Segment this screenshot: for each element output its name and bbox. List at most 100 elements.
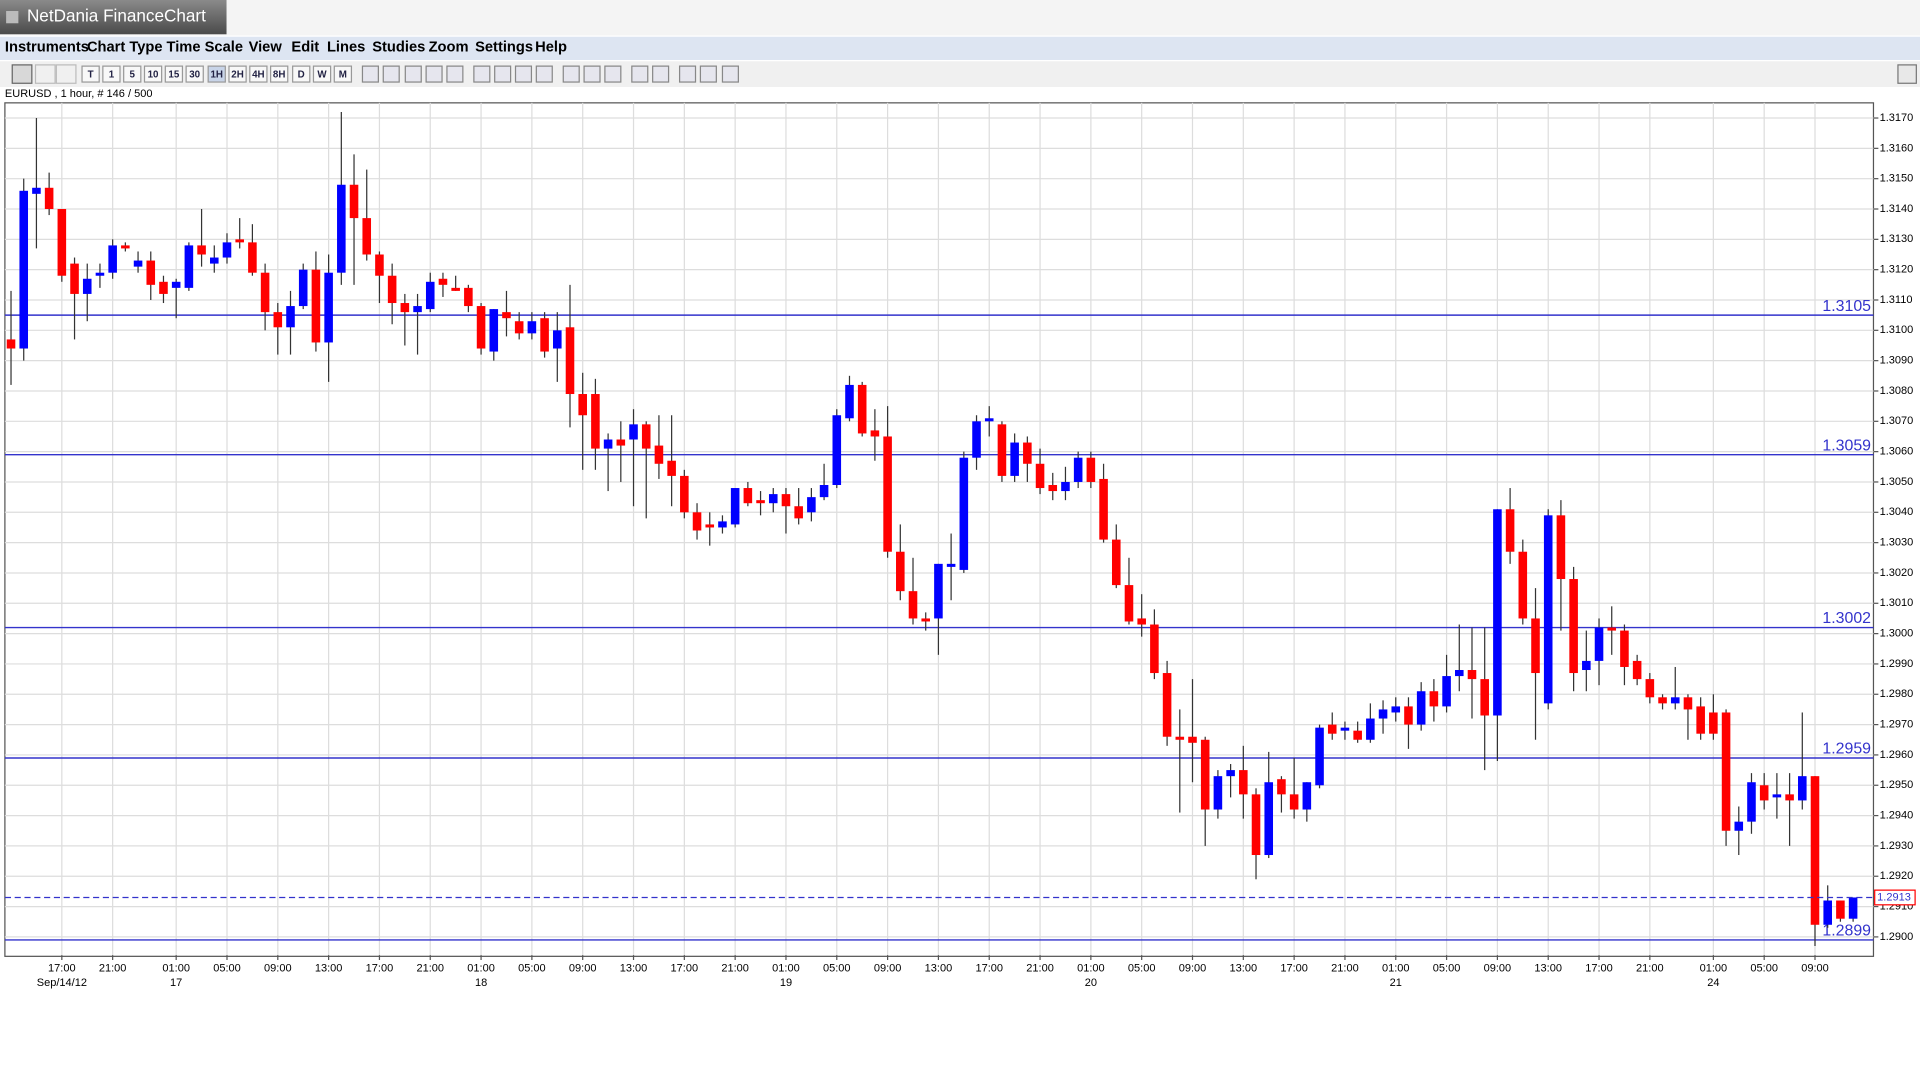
candle-body [32,187,41,194]
y-tick-label: 1.3150 [1880,173,1914,185]
y-tick-label: 1.3050 [1880,476,1914,488]
horizontal-line-label: 1.3059 [1822,437,1871,454]
candle-body [705,524,715,528]
tool-icon[interactable] [494,65,512,83]
candle-body [629,424,638,440]
timescale-button[interactable] [333,65,353,83]
tool-icon[interactable] [678,65,697,83]
candle-body [883,436,892,552]
tool-icon[interactable] [11,64,33,84]
timescale-button[interactable] [270,65,289,83]
candle-body [464,287,473,307]
timescale-label: T [88,69,94,80]
timescale-button[interactable] [292,65,311,83]
x-tick-label: 01:00 [467,962,495,974]
last-price-label: 1.2913 [1877,891,1911,903]
y-tick-label: 1.3160 [1880,142,1914,154]
timescale-button[interactable] [164,65,184,83]
timescale-button[interactable] [143,65,163,83]
tool-icon[interactable] [652,65,670,83]
menu-item[interactable]: Time Scale [167,40,243,56]
candle-body [108,245,117,273]
menu-item[interactable]: Lines [327,40,365,56]
tool-icon[interactable] [473,65,491,83]
candle-body [1239,770,1248,795]
x-tick-label: 17:00 [1585,962,1613,974]
candle-body [1277,779,1286,795]
candle-body [1594,627,1604,661]
menu-item[interactable]: Chart Type [87,40,163,56]
candle-body [1251,794,1261,856]
tool-icon[interactable] [699,65,717,83]
tool-icon[interactable] [404,65,422,83]
candle-body [870,430,880,437]
x-tick-label: 21:00 [99,962,127,974]
tool-icon[interactable] [631,65,649,83]
candle-body [616,439,626,446]
x-tick-label: 09:00 [1801,962,1829,974]
tool-icon[interactable] [446,65,464,83]
menu-item[interactable]: Edit [291,40,319,56]
y-tick-label: 1.3020 [1880,567,1914,579]
menu-item[interactable]: Instruments [5,40,89,56]
date-label: 18 [475,977,487,989]
y-tick-label: 1.2920 [1880,870,1914,882]
last-price-box [1874,889,1916,906]
timescale-button[interactable] [123,65,142,83]
x-tick-label: 09:00 [874,962,902,974]
candle-body [1327,724,1337,734]
tool-icon[interactable] [604,65,622,83]
menu-item[interactable]: Settings [475,40,533,56]
candle-body [743,488,753,504]
candle-body [896,551,905,592]
title-bar [0,0,1920,36]
tool-icon[interactable] [583,65,601,83]
timescale-button[interactable] [102,65,121,83]
menu-item[interactable]: Zoom [429,40,469,56]
tool-icon[interactable] [34,64,56,84]
timescale-button[interactable] [228,65,247,83]
horizontal-line-label: 1.3105 [1822,298,1871,315]
candle-body [1747,782,1756,822]
candle-body [794,506,803,519]
x-tick-label: 17:00 [366,962,394,974]
candle-body [1645,679,1655,698]
timescale-button[interactable] [207,65,226,83]
tool-icon[interactable] [361,65,379,83]
candle-body [1569,579,1578,674]
timescale-button[interactable] [312,65,332,83]
plot: 1.2900 1.2910 1.2920 1.2930 1.2940 1.2950 1.29… [4,102,1916,989]
tool-icon[interactable] [721,65,739,83]
candle-body [273,312,283,328]
tool-icon[interactable] [425,65,443,83]
candle-body [159,281,168,294]
candle-body [1810,776,1820,925]
menu-item[interactable]: Help [535,40,567,56]
candle-body [1404,706,1413,725]
y-tick-label: 1.3110 [1880,294,1913,306]
menu-item[interactable]: View [249,40,283,56]
timescale-label: 5 [130,69,136,80]
timescale-button[interactable] [185,65,204,83]
tool-icon[interactable] [562,65,580,83]
tool-icon[interactable] [514,65,533,83]
candle-body [44,187,54,210]
timescale-button[interactable] [81,65,100,83]
timescale-label: D [298,69,305,80]
timescale-label: 4H [252,69,265,80]
candle-body [807,497,816,513]
tool-icon[interactable] [55,64,77,84]
candle-body [1734,821,1744,831]
candle-body [654,445,664,464]
menu-item[interactable]: Studies [372,40,425,56]
tool-icon[interactable] [535,65,553,83]
candle-body [908,591,918,619]
candle-body [70,263,79,294]
tool-icon[interactable] [382,65,400,83]
candle-body [476,306,486,349]
candle-body [1455,670,1464,677]
panel-button[interactable] [1897,64,1917,84]
title-tab [0,0,227,35]
timescale-button[interactable] [249,65,268,83]
